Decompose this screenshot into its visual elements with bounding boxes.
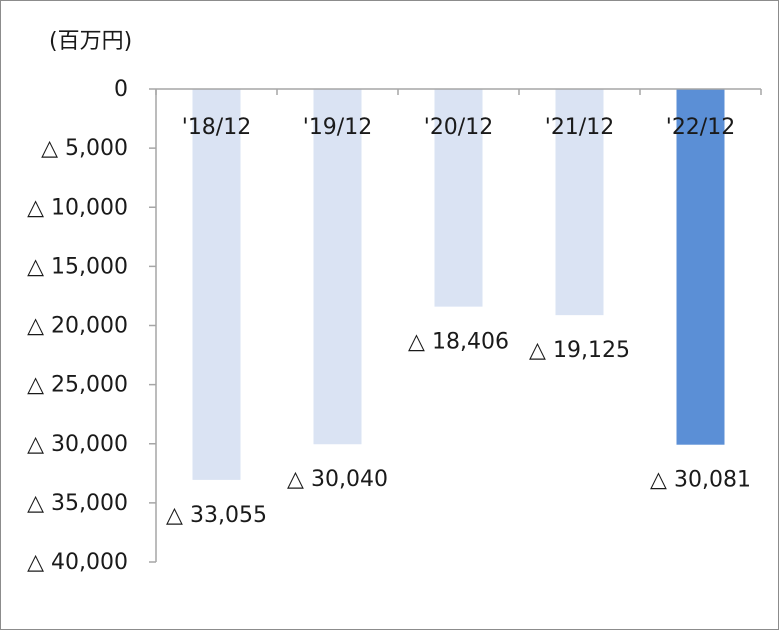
data-label-2: △ 18,406: [408, 330, 509, 355]
bar-2: [434, 89, 483, 307]
y-tick-label-7: △ 35,000: [27, 491, 128, 516]
y-tick-label-1: △ 5,000: [41, 136, 128, 161]
unit-label: (百万円): [49, 29, 132, 54]
bar-3: [555, 89, 604, 316]
bar-1: [313, 89, 362, 445]
y-tick-label-5: △ 25,000: [27, 373, 128, 398]
x-tick-label-3: '21/12: [545, 115, 614, 140]
bar-4: [676, 89, 725, 445]
x-tick-label-0: '18/12: [182, 115, 251, 140]
bar-0: [192, 89, 241, 480]
y-tick-label-4: △ 20,000: [27, 314, 128, 339]
y-tick-label-8: △ 40,000: [27, 550, 128, 575]
data-label-0: △ 33,055: [166, 503, 267, 528]
data-label-1: △ 30,040: [287, 467, 388, 492]
x-tick-label-4: '22/12: [666, 115, 735, 140]
y-tick-label-3: △ 15,000: [27, 254, 128, 279]
x-tick-label-1: '19/12: [303, 115, 372, 140]
data-label-3: △ 19,125: [529, 338, 630, 363]
data-label-4: △ 30,081: [650, 468, 751, 493]
y-tick-label-6: △ 30,000: [27, 432, 128, 457]
y-tick-label-2: △ 10,000: [27, 195, 128, 220]
x-tick-label-2: '20/12: [424, 115, 493, 140]
y-tick-label-0: 0: [114, 77, 128, 102]
